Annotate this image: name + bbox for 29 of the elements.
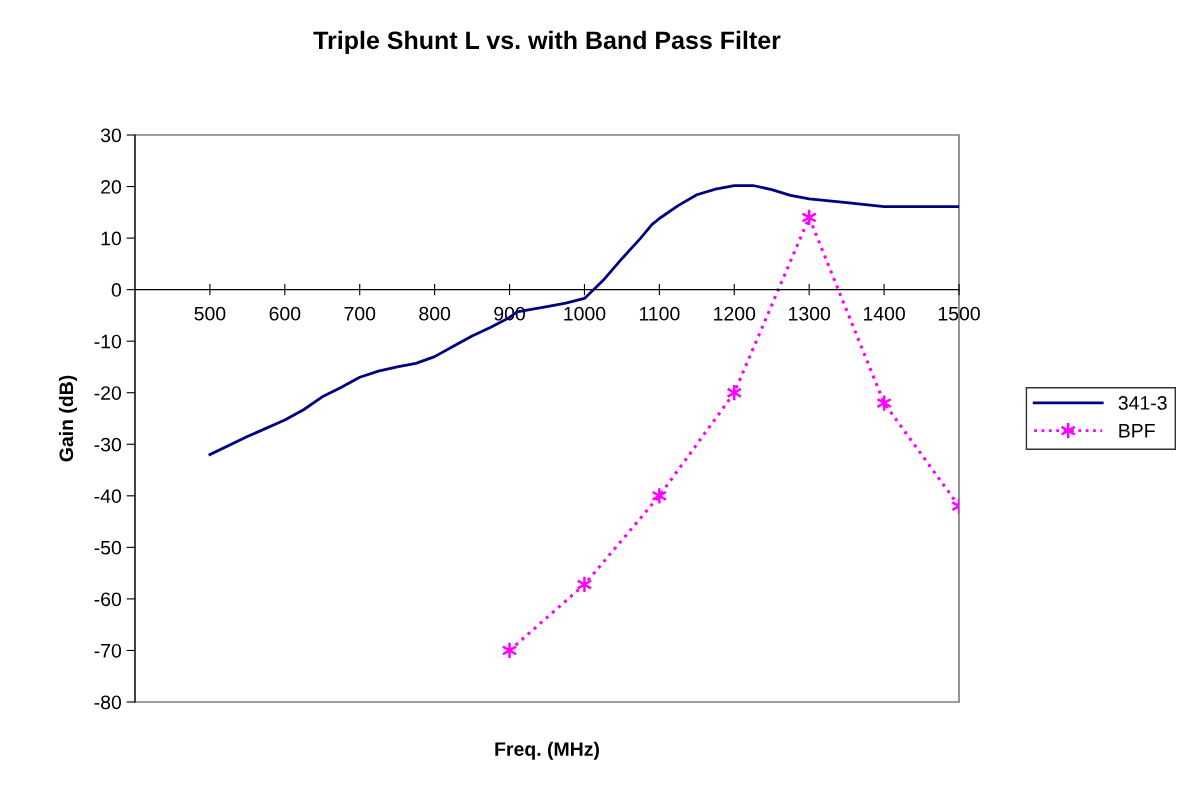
y-tick-label: -40 [94,489,122,504]
y-tick-label: -60 [94,592,122,607]
x-tick-label: 1200 [714,306,756,321]
y-tick-label: -80 [94,695,122,710]
y-axis-title: Gain (dB) [58,375,78,462]
x-tick-label: 1500 [938,306,980,321]
y-tick-label: -30 [94,437,122,452]
point [501,641,518,660]
x-tick-label: 1400 [863,306,905,321]
legend-label: 341-3 [1118,396,1167,410]
legend-label: BPF [1119,424,1155,438]
x-tick-label: 800 [419,306,451,321]
x-tick-label: 1100 [639,306,680,321]
y-tick-label: -50 [94,540,122,555]
y-tick-label: -20 [94,386,122,400]
chart-title: Triple Shunt L vs. with Band Pass Filter [313,30,781,55]
y-tick-label: -10 [94,334,122,349]
point [576,575,593,594]
x-tick-label: 600 [269,306,301,321]
y-tick-label: 30 [100,128,122,143]
x-tick-label: 1300 [789,306,831,321]
x-tick-label: 1000 [564,306,606,321]
y-tick-label: 10 [101,231,122,246]
x-tick-label: 500 [194,306,226,321]
x-tick-label: 700 [344,306,376,321]
y-tick-label: 20 [101,180,122,194]
y-tick-label: -70 [94,643,122,658]
x-axis-title: Freq. (MHz) [495,741,599,760]
y-tick-label: 0 [111,283,122,297]
